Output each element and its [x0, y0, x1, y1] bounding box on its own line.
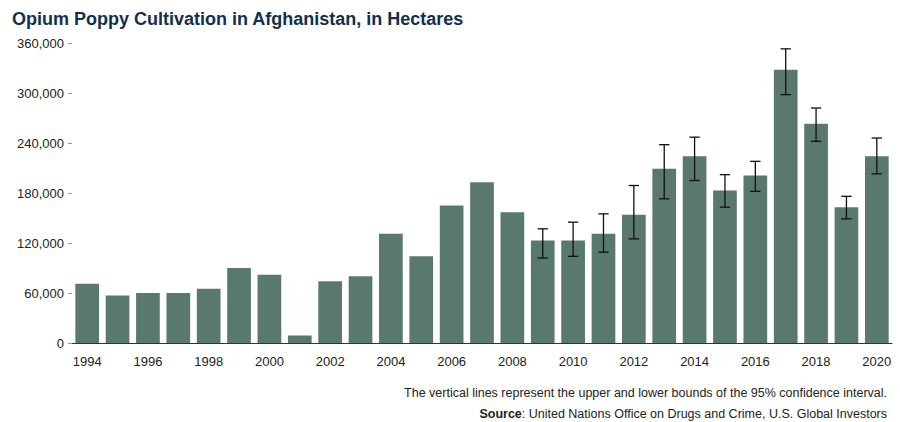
svg-text:Source: Source [479, 407, 521, 421]
svg-text:2004: 2004 [376, 354, 405, 369]
svg-text:2008: 2008 [498, 354, 527, 369]
svg-text:2018: 2018 [802, 354, 831, 369]
svg-text:240,000: 240,000 [17, 136, 64, 151]
svg-text:2014: 2014 [680, 354, 709, 369]
svg-text:120,000: 120,000 [17, 236, 64, 251]
svg-text:2010: 2010 [559, 354, 588, 369]
svg-text:1998: 1998 [194, 354, 223, 369]
svg-text:300,000: 300,000 [17, 86, 64, 101]
svg-text:0: 0 [57, 336, 64, 351]
svg-text:2000: 2000 [255, 354, 284, 369]
svg-text:2016: 2016 [741, 354, 770, 369]
svg-text:60,000: 60,000 [24, 286, 64, 301]
svg-text:The vertical lines represent t: The vertical lines represent the upper a… [404, 386, 887, 400]
svg-text:2002: 2002 [316, 354, 345, 369]
svg-text:1994: 1994 [73, 354, 102, 369]
svg-text:2012: 2012 [619, 354, 648, 369]
svg-text:360,000: 360,000 [17, 36, 64, 51]
svg-text:2020: 2020 [862, 354, 891, 369]
svg-text:Opium Poppy Cultivation in Afg: Opium Poppy Cultivation in Afghanistan, … [12, 9, 463, 29]
svg-text:: United Nations Office on Dru: : United Nations Office on Drugs and Cri… [522, 407, 887, 421]
svg-text:2006: 2006 [437, 354, 466, 369]
svg-text:1996: 1996 [133, 354, 162, 369]
svg-text:180,000: 180,000 [17, 186, 64, 201]
